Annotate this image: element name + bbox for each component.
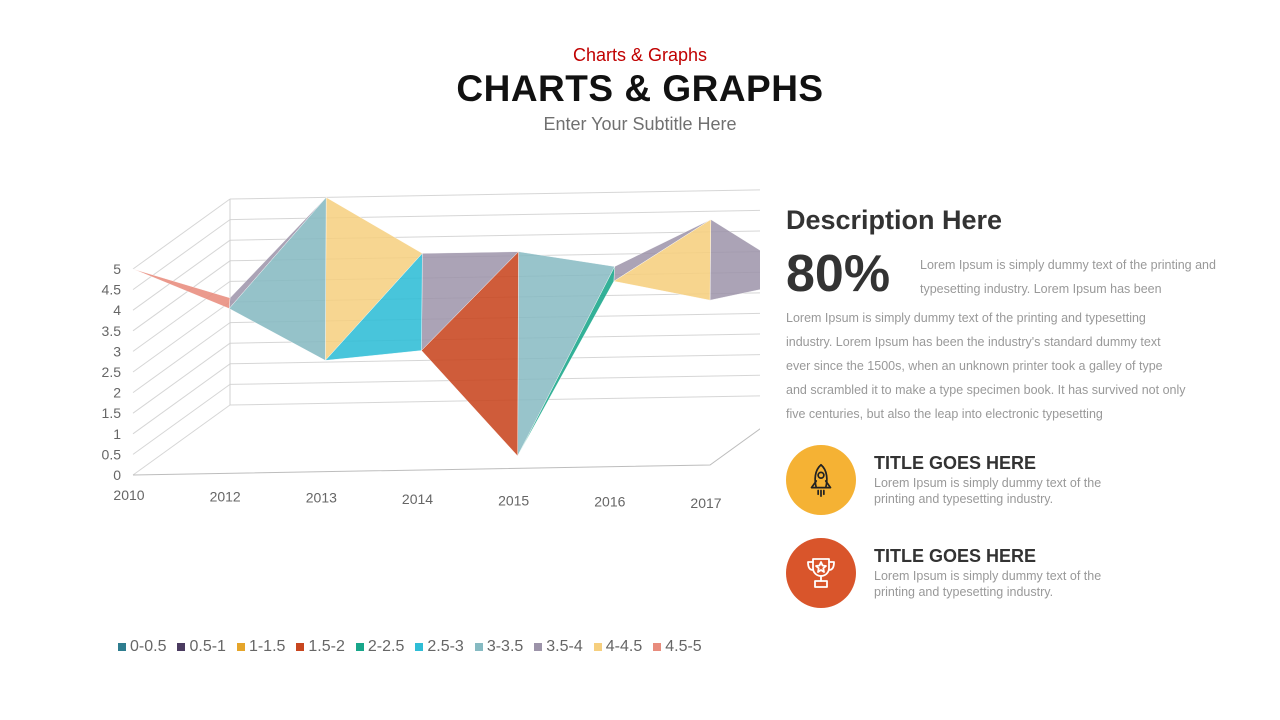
feature-icon-circle <box>786 538 856 608</box>
legend-item: 2-2.5 <box>355 638 405 656</box>
surface-face <box>517 266 615 457</box>
legend-item: 3-3.5 <box>474 638 524 656</box>
x-tick-label: 2015 <box>498 492 529 508</box>
legend-swatch <box>415 643 424 651</box>
x-tick-label: 2012 <box>210 488 241 504</box>
floor-edge <box>132 428 760 476</box>
stat-value: 80% <box>786 245 891 303</box>
side-gridline <box>132 260 231 332</box>
surface-chart: 0 0.5 1 1.5 2 2.5 3 3.5 4 4.5 5 2010 2012 2013 2014 201… <box>102 189 760 511</box>
surface-face <box>421 251 519 457</box>
surface-face <box>132 268 231 309</box>
legend-label: 3-3.5 <box>486 638 524 655</box>
z-tick-label: 4.5 <box>102 282 122 298</box>
side-gridline <box>132 383 231 455</box>
stat-description: Lorem Ipsum is simply dummy text of the … <box>920 258 1216 296</box>
legend-swatch <box>236 643 245 651</box>
surface-face <box>228 196 327 361</box>
slide-subtitle: Enter Your Subtitle Here <box>543 114 737 134</box>
legend-label: 1-1.5 <box>248 638 286 655</box>
rocket-icon <box>810 463 832 498</box>
z-tick-label: 3 <box>113 343 121 359</box>
legend-item: 2.5-3 <box>415 638 464 656</box>
z-tick-label: 4 <box>113 302 121 318</box>
side-gridline <box>132 301 231 373</box>
chart-legend: 0-0.5 0.5-1 1-1.5 1.5-2 2-2.5 2.5-3 3-3.… <box>118 638 702 656</box>
legend-item: 0-0.5 <box>118 638 166 656</box>
feature-item-rocket: TITLE GOES HERE Lorem Ipsum is simply du… <box>786 445 1206 515</box>
legend-swatch <box>653 643 662 651</box>
legend-item: 3.5-4 <box>534 638 583 656</box>
feature-text: Lorem Ipsum is simply dummy text of the … <box>874 476 1102 506</box>
legend-swatch <box>355 643 364 651</box>
legend-swatch <box>593 643 602 651</box>
legend-label: 2.5-3 <box>427 638 464 655</box>
legend-label: 3.5-4 <box>546 638 583 655</box>
slide-title: CHARTS & GRAPHS <box>456 68 824 109</box>
description-heading: Description Here <box>786 205 1003 235</box>
legend-label: 4.5-5 <box>665 638 702 655</box>
x-tick-label: 2017 <box>690 495 721 511</box>
z-tick-label: 0 <box>113 467 121 483</box>
x-tick-label: 2010 <box>113 487 144 503</box>
side-gridline <box>132 404 231 476</box>
surface-face <box>613 219 712 301</box>
legend-label: 2-2.5 <box>367 638 405 655</box>
side-gridline <box>132 342 231 414</box>
legend-label: 0.5-1 <box>189 638 226 655</box>
legend-label: 1.5-2 <box>308 638 345 655</box>
x-tick-label: 2016 <box>594 494 625 510</box>
legend-label: 4-4.5 <box>605 638 643 655</box>
x-tick-label: 2014 <box>402 491 433 507</box>
side-gridline <box>132 219 231 291</box>
z-tick-label: 2.5 <box>102 364 122 380</box>
feature-title: TITLE GOES HERE <box>874 453 1037 473</box>
back-gridline <box>229 189 760 200</box>
legend-item: 4.5-5 <box>653 638 702 656</box>
feature-item-trophy: TITLE GOES HERE Lorem Ipsum is simply du… <box>786 538 1206 608</box>
legend-label: 0-0.5 <box>130 638 167 655</box>
legend-item: 1-1.5 <box>236 638 286 656</box>
side-gridline <box>132 322 231 394</box>
side-gridline <box>132 280 231 352</box>
z-tick-label: 2 <box>113 385 121 401</box>
z-tick-label: 1 <box>113 426 121 442</box>
trophy-icon <box>807 558 835 588</box>
z-tick-label: 0.5 <box>102 446 122 462</box>
side-gridline <box>132 363 231 435</box>
side-gridline <box>132 198 231 270</box>
side-gridline <box>132 239 231 311</box>
legend-item: 4-4.5 <box>593 638 643 656</box>
surface-face <box>324 252 423 361</box>
feature-title: TITLE GOES HERE <box>874 546 1037 566</box>
legend-swatch <box>296 643 305 651</box>
legend-item: 1.5-2 <box>296 638 345 656</box>
legend-swatch <box>534 643 543 651</box>
z-tick-label: 3.5 <box>102 323 122 339</box>
legend-item: 0.5-1 <box>177 638 226 656</box>
feature-text: Lorem Ipsum is simply dummy text of the … <box>874 569 1102 599</box>
slide-kicker: Charts & Graphs <box>572 45 708 65</box>
z-tick-label: 1.5 <box>102 405 122 421</box>
description-paragraph: Lorem Ipsum is simply dummy text of the … <box>786 311 1186 421</box>
x-tick-label: 2013 <box>306 490 337 506</box>
legend-swatch <box>177 643 186 651</box>
legend-swatch <box>474 643 483 651</box>
legend-swatch <box>118 643 126 651</box>
feature-icon-circle <box>786 445 856 515</box>
z-tick-label: 5 <box>113 261 121 277</box>
surface-face <box>517 251 615 457</box>
